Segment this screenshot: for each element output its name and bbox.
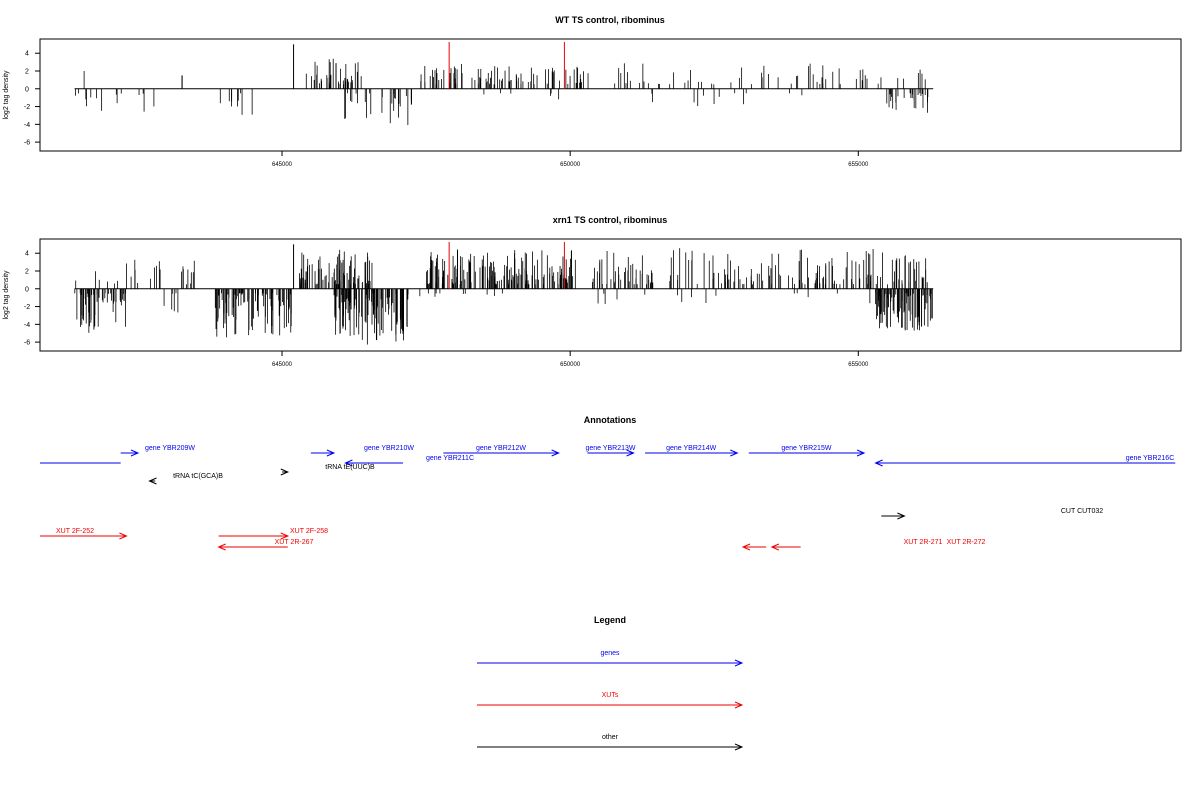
arrowhead	[148, 477, 157, 485]
arrowhead	[626, 449, 635, 457]
arrowhead	[217, 543, 226, 551]
feature-xut: XUT 2R-271	[741, 539, 943, 551]
feature-other: CUT CUT032	[881, 508, 1103, 520]
legend: Legend genes XUTs other	[477, 615, 744, 751]
feature-xut: XUT 2F-252	[40, 528, 128, 540]
feature-label: CUT CUT032	[1061, 508, 1103, 515]
density-bars	[74, 42, 934, 126]
legend-title: Legend	[594, 615, 626, 625]
feature-xut: XUT 2R-267	[217, 539, 314, 551]
y-tick-label: 2	[25, 269, 29, 276]
arrowhead	[856, 449, 866, 457]
x-tick-label: 645000	[272, 362, 293, 368]
wt-density-panel: WT TS control, ribominus log2 tag densit…	[3, 15, 1182, 168]
y-tick-label: -2	[24, 104, 30, 111]
arrowhead	[734, 701, 744, 709]
feature-gene: gene YBR212W	[443, 445, 560, 457]
y-tick-label: -4	[24, 122, 30, 129]
arrowhead	[874, 459, 883, 467]
feature-gene: gene YBR213W	[585, 445, 636, 457]
x-tick-label: 650000	[560, 162, 581, 168]
feature-label: gene YBR209W	[145, 445, 195, 452]
panel-title: xrn1 TS control, ribominus	[553, 215, 668, 225]
feature-gene: gene YBR210W	[310, 445, 414, 457]
feature-label: gene YBR213W	[585, 445, 635, 452]
y-tick-label: 2	[25, 69, 29, 76]
feature-gene: gene YBR216C	[874, 455, 1176, 467]
density-bars	[74, 242, 934, 345]
y-tick-label: 0	[25, 286, 29, 293]
feature-label: tRNA tE(UUC)B	[325, 464, 375, 471]
y-tick-label: 4	[25, 51, 29, 58]
arrowhead	[734, 743, 744, 751]
feature-gene: gene YBR209W	[120, 445, 195, 457]
legend-label: genes	[600, 650, 620, 657]
arrowhead	[280, 532, 290, 540]
feature-xut: XUT 2F-258	[218, 528, 328, 540]
x-axis: 645000 650000 655000	[272, 351, 869, 368]
arrowhead	[119, 532, 128, 540]
feature-gene: gene YBR215W	[748, 445, 866, 457]
arrowhead	[280, 468, 290, 476]
x-tick-label: 645000	[272, 162, 293, 168]
feature-label: gene YBR212W	[476, 445, 526, 452]
legend-entry-xut: XUTs	[477, 692, 744, 709]
feature-gene: gene YBR214W	[645, 445, 739, 457]
feature-gene: gene YBR211C	[344, 455, 474, 467]
plot-frame	[39, 38, 1182, 152]
feature-label: tRNA tC(GCA)B	[173, 473, 223, 480]
feature-label: XUT 2F-252	[56, 528, 94, 535]
feature-label: gene YBR215W	[781, 445, 831, 452]
x-tick-label: 655000	[848, 362, 869, 368]
feature-label: gene YBR211C	[426, 455, 474, 462]
feature-label: gene YBR214W	[666, 445, 716, 452]
annotations-title: Annotations	[584, 415, 637, 425]
legend-entry-gene: genes	[477, 650, 744, 667]
arrowhead	[770, 543, 780, 551]
feature-label: XUT 2R-272	[947, 539, 986, 546]
feature-label: gene YBR216C	[1126, 455, 1175, 462]
y-tick-label: -6	[24, 340, 30, 347]
legend-entry-other: other	[477, 734, 744, 751]
annotations-track: Annotations gene YBR209W gene YBR210W gene…	[40, 415, 1176, 551]
arrowhead	[734, 659, 744, 667]
feature-label: XUT 2R-267	[275, 539, 314, 546]
arrowhead	[730, 449, 739, 457]
arrowhead	[326, 449, 336, 457]
arrowhead	[344, 459, 353, 467]
feature-other: tRNA tE(UUC)B	[280, 464, 375, 476]
legend-entries: genes XUTs other	[477, 650, 744, 751]
feature-label: XUT 2F-258	[290, 528, 328, 535]
xrn1-density-panel: xrn1 TS control, ribominus log2 tag dens…	[3, 215, 1182, 368]
y-axis-label: log2 tag density	[3, 270, 10, 320]
feature-xut: XUT 2R-272	[770, 539, 986, 551]
arrowhead	[897, 512, 906, 520]
legend-label: XUTs	[602, 692, 619, 699]
y-tick-label: -2	[24, 304, 30, 311]
y-axis: -6 -4 -2 0 2 4	[24, 251, 40, 347]
x-tick-label: 655000	[848, 162, 869, 168]
feature-label: XUT 2R-271	[904, 539, 943, 546]
y-tick-label: 0	[25, 86, 29, 93]
arrowhead	[130, 449, 140, 457]
y-tick-label: -6	[24, 140, 30, 147]
arrowhead	[551, 449, 560, 457]
panel-title: WT TS control, ribominus	[555, 15, 665, 25]
x-axis: 645000 650000 655000	[272, 151, 869, 168]
y-axis: -6 -4 -2 0 2 4	[24, 51, 40, 147]
y-tick-label: 4	[25, 251, 29, 258]
legend-label: other	[602, 734, 619, 741]
arrowhead	[741, 543, 751, 551]
feature-label: gene YBR210W	[364, 445, 414, 452]
plot-frame	[39, 238, 1182, 352]
x-tick-label: 650000	[560, 362, 581, 368]
feature-other: tRNA tC(GCA)B	[148, 473, 223, 485]
y-tick-label: -4	[24, 322, 30, 329]
y-axis-label: log2 tag density	[3, 70, 10, 120]
